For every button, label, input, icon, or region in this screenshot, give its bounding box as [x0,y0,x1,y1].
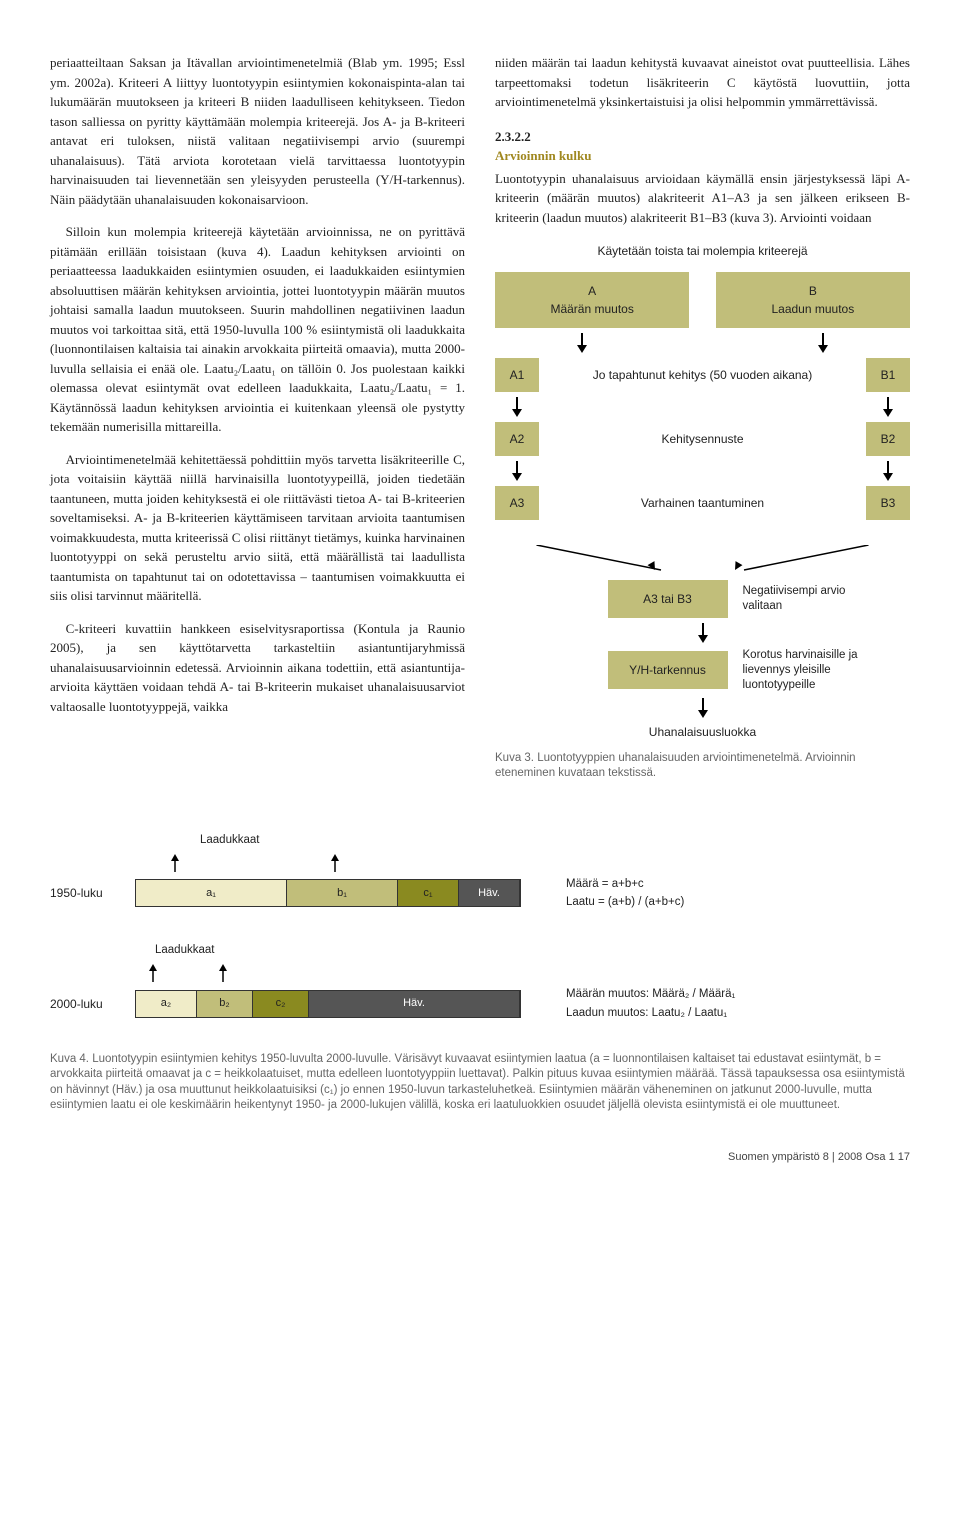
box-a3: A3 [495,486,539,520]
row1-label: 1950-luku [50,884,120,902]
final-label: Uhanalaisuusluokka [495,723,910,741]
flowchart-title: Käytetään toista tai molempia kriteerejä [495,242,910,260]
yh-note: Korotus harvinaisille ja lievennys yleis… [743,648,873,693]
arrow-down-icon [883,473,893,481]
box-a: A Määrän muutos [495,272,689,328]
box-a3-or-b3: A3 tai B3 [608,580,728,618]
left-p1: periaatteiltaan Saksan ja Itävallan arvi… [50,53,465,209]
box-b2: B2 [866,422,910,456]
box-b1: B1 [866,358,910,392]
bar-segment: a₁ [136,880,287,906]
bar-segment: Häv. [459,880,520,906]
bar-segment: c₁ [398,880,459,906]
row3-mid: Varhainen taantuminen [545,494,860,512]
bar-2000: a₂b₂c₂Häv. [135,990,521,1018]
formula-maaran-muutos: Määrän muutos: Määrä₂ / Määrä₁ [566,985,735,1003]
arrow-down-icon [698,710,708,718]
bar-segment: Häv. [309,991,520,1017]
arrow-down-icon [512,473,522,481]
arrow-down-icon [577,345,587,353]
section-title: Arvioinnin kulku [495,146,910,166]
right-p1: niiden määrän tai laadun kehitystä kuvaa… [495,53,910,112]
box-b-code: B [726,282,900,300]
page-footer: Suomen ympäristö 8 | 2008 Osa 1 17 [50,1149,910,1166]
arrow-up-icon [170,854,180,872]
arrow-down-icon [883,409,893,417]
arrow-down-icon [512,409,522,417]
row1-mid: Jo tapahtunut kehitys (50 vuoden aikana) [545,366,860,384]
arrow-up-icon [148,964,158,982]
bar-segment: b₂ [197,991,253,1017]
row2-mid: Kehitysennuste [545,430,860,448]
bar-1950: a₁b₁c₁Häv. [135,879,521,907]
formula-laadun-muutos: Laadun muutos: Laatu₂ / Laatu₁ [566,1004,735,1022]
main-columns: periaatteiltaan Saksan ja Itävallan arvi… [50,40,910,782]
figure-4-barchart: Laadukkaat 1950-luku a₁b₁c₁Häv. Määrä = … [50,832,910,1114]
sel-note: Negatiivisempi arvio valitaan [743,584,873,614]
box-a-code: A [505,282,679,300]
flowchart-figure-3: Käytetään toista tai molempia kriteerejä… [495,242,910,782]
box-a-label: Määrän muutos [505,300,679,318]
converge-arrows-icon [495,545,910,575]
right-p2: Luontotyypin uhanalaisuus arvioidaan käy… [495,169,910,228]
arrow-down-icon [698,635,708,643]
row1-formulas: Määrä = a+b+c Laatu = (a+b) / (a+b+c) [566,875,684,912]
box-b: B Laadun muutos [716,272,910,328]
left-column: periaatteiltaan Saksan ja Itävallan arvi… [50,40,465,782]
arrow-up-icon [218,964,228,982]
bar-segment: c₂ [253,991,309,1017]
row2-label: 2000-luku [50,995,120,1013]
formula-laatu: Laatu = (a+b) / (a+b+c) [566,893,684,911]
bar-segment: a₂ [136,991,197,1017]
figure-3-caption: Kuva 3. Luontotyyppien uhanalaisuuden ar… [495,751,910,782]
laadukkaat-label-2: Laadukkaat [155,942,910,959]
box-yh: Y/H-tarkennus [608,651,728,689]
arrow-down-icon [818,345,828,353]
left-p3: Arviointimenetelmää kehitettäessä pohdit… [50,450,465,606]
bar-segment: b₁ [287,880,398,906]
left-p4: C-kriteeri kuvattiin hankkeen esiselvity… [50,619,465,717]
left-p2: Silloin kun molempia kriteerejä käytetää… [50,222,465,437]
figure-4-caption: Kuva 4. Luontotyypin esiintymien kehitys… [50,1052,910,1114]
row2-formulas: Määrän muutos: Määrä₂ / Määrä₁ Laadun mu… [566,985,735,1022]
section-number: 2.3.2.2 [495,127,910,147]
box-b3: B3 [866,486,910,520]
arrow-up-icon [330,854,340,872]
box-a2: A2 [495,422,539,456]
formula-maara: Määrä = a+b+c [566,875,684,893]
laadukkaat-label-1: Laadukkaat [200,832,910,849]
box-a1: A1 [495,358,539,392]
box-b-label: Laadun muutos [726,300,900,318]
right-column: niiden määrän tai laadun kehitystä kuvaa… [495,40,910,782]
